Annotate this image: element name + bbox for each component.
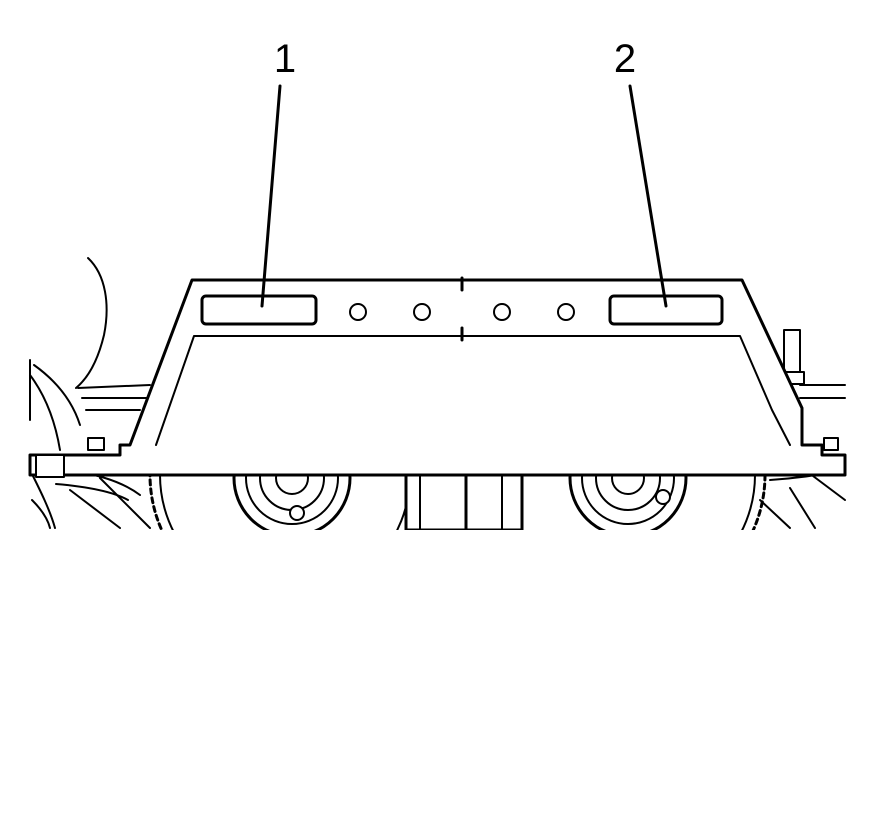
- callout-2: 2: [614, 37, 668, 308]
- plate-holes: [349, 303, 575, 321]
- blank-area: [0, 530, 879, 840]
- callout-1-label: 1: [274, 37, 296, 81]
- holding-plate: [28, 276, 847, 478]
- slot-1: [200, 294, 318, 326]
- callout-1-leader: [260, 84, 282, 308]
- slot-2: [608, 294, 724, 326]
- left-engine-housing: [29, 257, 151, 529]
- callout-2-leader: [628, 84, 668, 308]
- callout-1: 1: [260, 37, 296, 308]
- callout-2-label: 2: [614, 37, 636, 81]
